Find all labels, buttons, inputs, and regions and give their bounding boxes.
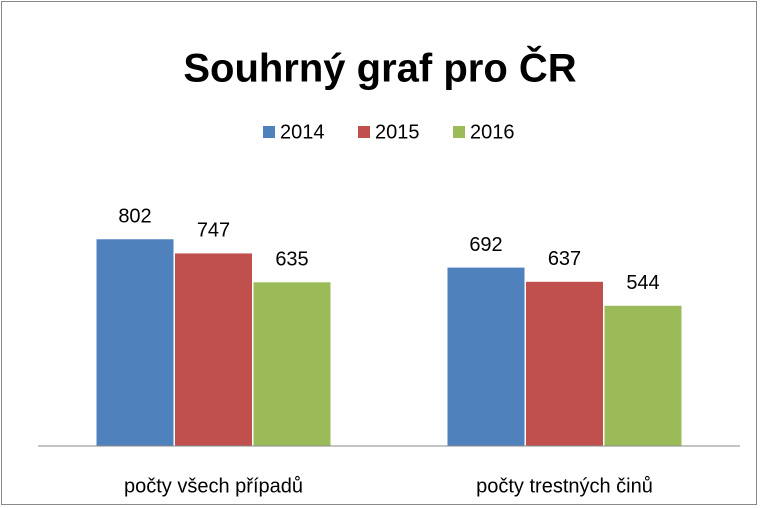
bar bbox=[175, 253, 252, 446]
legend-swatch bbox=[453, 126, 465, 138]
data-label: 544 bbox=[626, 272, 659, 294]
legend-swatch bbox=[263, 126, 275, 138]
data-label: 747 bbox=[197, 220, 230, 242]
data-label: 692 bbox=[469, 234, 502, 256]
bar bbox=[96, 239, 174, 446]
chart-title: Souhrný graf pro ČR bbox=[183, 45, 576, 91]
legend-swatch bbox=[358, 126, 370, 138]
legend-label: 2014 bbox=[280, 121, 325, 143]
data-label: 637 bbox=[548, 248, 581, 270]
legend-label: 2016 bbox=[470, 121, 515, 143]
bar bbox=[604, 305, 682, 446]
x-tick-label: počty trestných činů bbox=[476, 475, 653, 497]
data-label: 635 bbox=[275, 249, 308, 271]
data-label: 802 bbox=[118, 206, 151, 228]
bar bbox=[253, 282, 331, 446]
bar bbox=[526, 281, 603, 446]
x-tick-label: počty všech případů bbox=[124, 475, 303, 497]
bar bbox=[447, 267, 525, 446]
legend-label: 2015 bbox=[375, 121, 420, 143]
